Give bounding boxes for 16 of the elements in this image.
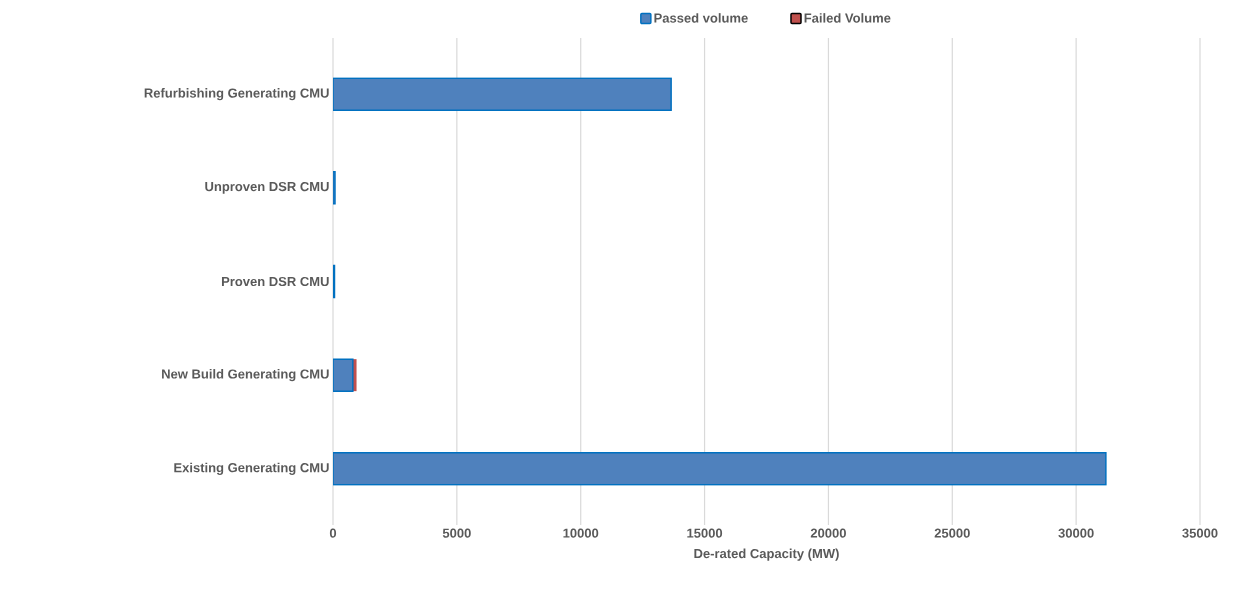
x-tick-label: 20000	[810, 528, 846, 538]
y-tick-label: New Build Generating CMU	[162, 369, 329, 382]
x-tick-label: 30000	[1058, 528, 1094, 538]
x-axis-title: De-rated Capacity (MW)	[694, 548, 839, 561]
y-tick-label: Refurbishing Generating CMU	[144, 88, 329, 101]
y-tick-label: Unproven DSR CMU	[205, 181, 329, 194]
y-tick-label: Existing Generating CMU	[174, 462, 329, 475]
x-tick-label: 0	[329, 528, 337, 538]
x-tick-label: 10000	[563, 528, 599, 538]
x-tick-label: 15000	[687, 528, 723, 538]
legend-label: Failed Volume	[804, 13, 891, 23]
x-tick-label: 35000	[1182, 528, 1218, 538]
x-tick-label: 25000	[934, 528, 970, 538]
y-tick-label: Proven DSR CMU	[221, 276, 329, 287]
legend-label: Passed volume	[654, 13, 748, 23]
x-tick-label: 5000	[442, 528, 471, 538]
